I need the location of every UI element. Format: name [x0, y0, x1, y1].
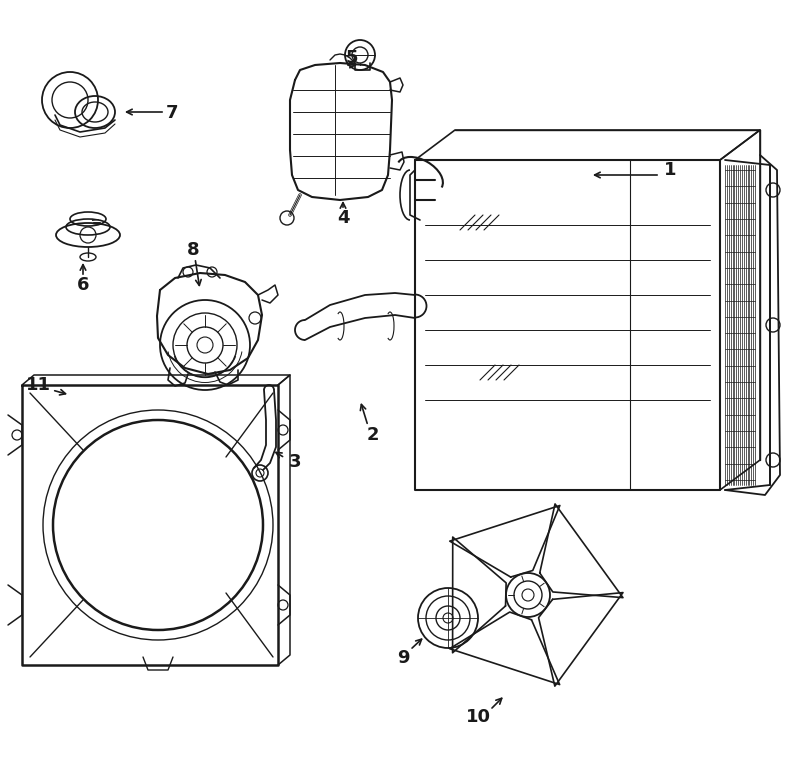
- Text: 10: 10: [465, 708, 490, 726]
- Text: 1: 1: [663, 161, 676, 179]
- Text: 5: 5: [345, 49, 358, 67]
- Text: 11: 11: [25, 376, 50, 394]
- Text: 7: 7: [166, 104, 178, 122]
- Text: 3: 3: [289, 453, 301, 471]
- Text: 6: 6: [77, 276, 89, 294]
- Text: 9: 9: [397, 649, 409, 667]
- Text: 4: 4: [337, 209, 349, 227]
- Text: 8: 8: [187, 241, 199, 259]
- Text: 2: 2: [367, 426, 379, 444]
